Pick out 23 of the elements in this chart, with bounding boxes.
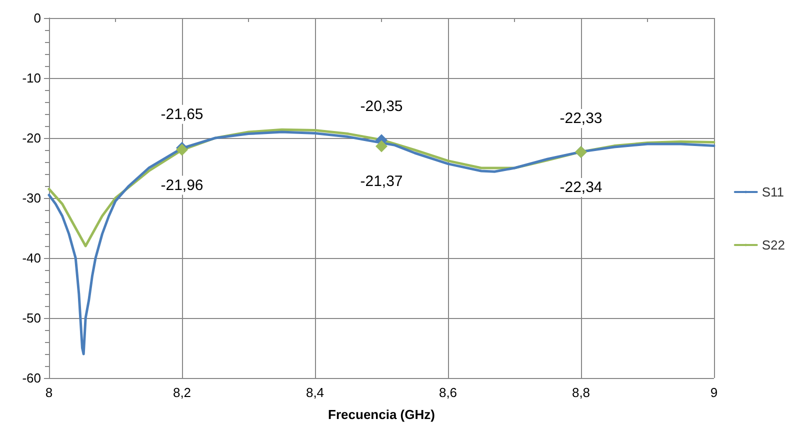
x-tick-label: 9: [710, 385, 718, 400]
y-tick-label: -60: [22, 370, 41, 386]
y-tick-label: -40: [22, 250, 41, 266]
annotation: -20,35: [360, 98, 403, 116]
annotation: -21,37: [360, 173, 403, 190]
y-tick-label: -10: [22, 70, 41, 86]
x-axis-title: Frecuencia (GHz): [328, 407, 435, 422]
x-tick-label: 8,8: [572, 385, 590, 400]
annotation: -22,33: [560, 110, 602, 127]
y-tick-label: 0: [34, 10, 41, 26]
x-tick-label: 8: [45, 385, 53, 400]
x-tick-label: 8,6: [438, 385, 458, 400]
legend-label: S22: [762, 238, 786, 252]
x-tick-label: 8,2: [172, 385, 192, 400]
annotation: -21,65: [160, 106, 204, 123]
y-tick-label: -30: [22, 190, 41, 206]
x-tick-label: 8,4: [306, 385, 324, 400]
y-tick-label: -20: [22, 130, 41, 146]
annotation: -22,34: [560, 179, 602, 196]
annotation: -21,96: [160, 176, 204, 194]
legend-label: S11: [762, 184, 784, 200]
y-tick-label: -50: [22, 310, 41, 326]
line-series: [48, 130, 716, 356]
